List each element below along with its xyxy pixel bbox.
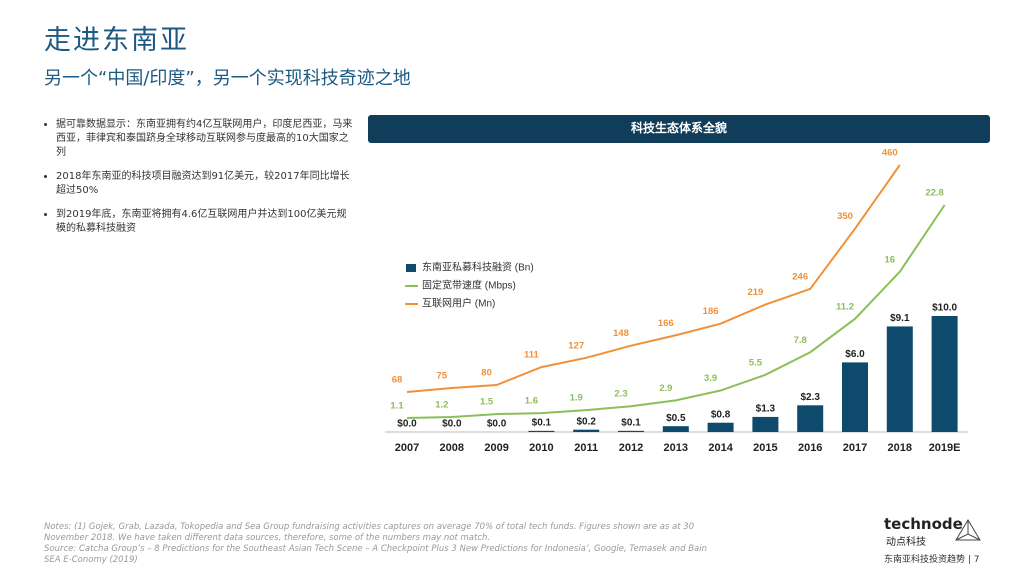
bar: [842, 362, 868, 432]
bullet: 据可靠数据显示：东南亚拥有约4亿互联网用户，印度尼西亚，马来西亚，菲律宾和泰国跻…: [56, 118, 356, 160]
data-label: 2.3: [614, 389, 627, 400]
data-label: $0.0: [442, 419, 462, 430]
data-label: 350: [837, 211, 853, 222]
bar: [662, 426, 689, 432]
page-footer: 东南亚科技投资趋势 | 7: [884, 555, 980, 565]
title: 走进东南亚: [44, 25, 189, 56]
data-label: 1.2: [435, 400, 448, 411]
notes: Notes: (1) Gojek, Grab, Lazada, Tokopedi…: [44, 522, 724, 566]
bar: [752, 416, 779, 432]
x-tick-label: 2007: [395, 442, 419, 454]
data-label: 186: [703, 306, 719, 317]
line: [406, 164, 901, 393]
data-label: $9.1: [890, 313, 910, 324]
data-label: $0.0: [397, 419, 417, 430]
data-label: $6.0: [845, 349, 865, 360]
subtitle: 另一个“中国/印度”，另一个实现科技奇迹之地: [44, 68, 411, 89]
logo-icon: [955, 519, 981, 541]
legend-label: 固定宽带速度 (Mbps): [422, 279, 516, 292]
data-label: 1.5: [480, 397, 494, 408]
data-label: 219: [747, 287, 763, 298]
data-label: 166: [658, 318, 674, 329]
data-label: 127: [568, 340, 584, 351]
x-tick-label: 2010: [529, 442, 553, 454]
data-label: 5.5: [749, 357, 763, 368]
data-label: 16: [885, 254, 896, 265]
bar: [528, 430, 555, 432]
data-label: 11.2: [836, 301, 854, 312]
data-label: 7.8: [794, 335, 807, 346]
logo: technode: [884, 515, 963, 533]
x-tick-label: 2014: [708, 442, 733, 454]
bullet: 到2019年底，东南亚将拥有4.6亿互联网用户并达到100亿美元规模的私募科技融…: [56, 208, 356, 236]
data-label: 80: [481, 368, 492, 379]
data-label: 1.9: [570, 393, 583, 404]
data-label: $0.2: [576, 416, 596, 427]
line: [406, 204, 946, 419]
x-tick-label: 2019E: [929, 442, 961, 454]
x-tick-label: 2016: [798, 442, 822, 454]
data-label: $0.5: [666, 413, 686, 424]
chart-header: [368, 115, 990, 143]
data-label: $1.3: [756, 404, 776, 415]
data-label: 246: [792, 271, 808, 282]
bar: [886, 326, 913, 432]
x-tick-label: 2011: [574, 442, 598, 454]
legend-label: 互联网用户 (Mn): [422, 297, 495, 310]
source: Source: Catcha Group’s – 8 Predictions f…: [44, 544, 707, 565]
x-tick-label: 2013: [664, 442, 688, 454]
logo-cn: 动点科技: [886, 537, 926, 548]
bar: [797, 405, 824, 432]
data-label: 3.9: [704, 373, 717, 384]
legend-label: 东南亚私募科技融资 (Bn): [422, 261, 534, 274]
data-label: 22.8: [925, 188, 944, 199]
data-label: $0.1: [532, 417, 552, 428]
bullet: 2018年东南亚的科技项目融资达到91亿美元，较2017年同比增长超过50%: [56, 170, 356, 198]
data-label: $0.0: [487, 419, 507, 430]
x-tick-label: 2012: [619, 442, 643, 454]
data-label: $2.3: [800, 392, 820, 403]
bar: [618, 430, 644, 432]
data-label: 75: [437, 370, 448, 381]
data-label: 2.9: [659, 383, 672, 394]
x-tick-label: 2009: [484, 442, 508, 454]
legend-swatch: [406, 264, 416, 272]
data-label: 460: [882, 148, 898, 159]
data-label: 1.6: [525, 396, 538, 407]
x-tick-label: 2018: [888, 442, 912, 454]
x-tick-label: 2008: [440, 442, 464, 454]
bar: [707, 422, 734, 432]
note: Notes: (1) Gojek, Grab, Lazada, Tokopedi…: [44, 522, 695, 543]
data-label: $0.8: [711, 409, 731, 420]
x-tick-label: 2015: [753, 442, 777, 454]
chart-title: 科技生态体系全貌: [631, 120, 727, 135]
data-label: 148: [613, 328, 629, 339]
bar: [573, 429, 600, 432]
data-label: 111: [524, 350, 540, 361]
x-tick-label: 2017: [843, 442, 867, 454]
bullets: 据可靠数据显示：东南亚拥有约4亿互联网用户，印度尼西亚，马来西亚，菲律宾和泰国跻…: [40, 118, 356, 246]
data-label: 1.1: [390, 401, 404, 412]
data-label: $10.0: [932, 303, 957, 314]
data-label: 68: [392, 375, 403, 386]
bar: [931, 316, 958, 432]
data-label: $0.1: [621, 417, 641, 428]
